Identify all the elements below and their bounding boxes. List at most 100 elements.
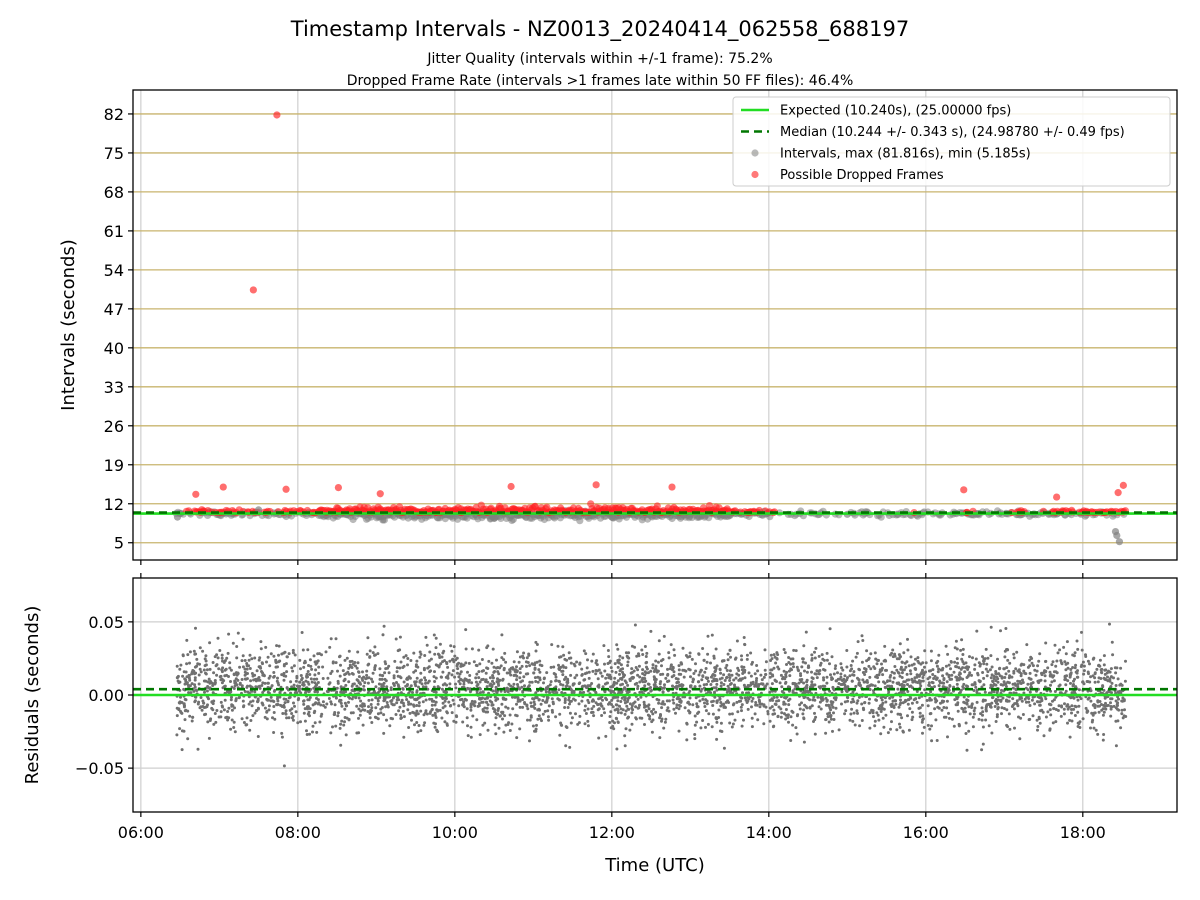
residual-point (704, 709, 708, 713)
residual-point (500, 633, 504, 637)
residual-point (1000, 675, 1004, 679)
residual-point (773, 678, 777, 682)
residual-point (1021, 713, 1025, 716)
residual-point (962, 682, 966, 686)
residual-point (580, 673, 584, 676)
residual-point (619, 711, 623, 715)
residual-point (331, 725, 334, 729)
residual-point (682, 668, 686, 672)
residual-point (923, 649, 927, 653)
residual-point (452, 702, 456, 706)
residual-point (994, 679, 998, 683)
residual-point (630, 671, 634, 674)
residual-point (610, 698, 614, 702)
residual-point (649, 669, 653, 673)
residual-point (845, 665, 849, 669)
residual-point (253, 711, 257, 715)
residual-point (718, 697, 722, 701)
residual-point (616, 720, 620, 724)
residual-point (302, 711, 306, 715)
residual-point (1073, 677, 1076, 681)
residual-point (785, 670, 789, 674)
residual-point (935, 664, 939, 668)
residual-point (220, 677, 224, 681)
residual-point (688, 696, 692, 700)
residual-point (220, 653, 224, 657)
residual-point (705, 682, 709, 686)
residual-point (917, 696, 921, 700)
residual-point (811, 698, 815, 702)
residual-point (368, 716, 372, 720)
residual-point (840, 666, 844, 670)
residual-point (895, 668, 899, 672)
residual-point (886, 679, 890, 683)
residual-point (384, 667, 388, 671)
residual-point (892, 676, 896, 680)
residual-point (309, 664, 313, 668)
residual-point (999, 683, 1003, 687)
residual-point (502, 658, 506, 662)
residual-point (1077, 688, 1081, 692)
residual-point (496, 666, 500, 669)
residual-point (1076, 647, 1080, 651)
residual-point (185, 638, 189, 642)
residual-point (182, 705, 186, 709)
residual-point (204, 659, 208, 663)
residual-point (539, 702, 543, 706)
residual-point (466, 734, 470, 738)
residual-point (616, 679, 620, 683)
residual-point (246, 690, 250, 694)
residual-point (886, 731, 890, 735)
residual-point (1098, 658, 1102, 662)
residual-point (586, 707, 590, 711)
residual-point (873, 724, 877, 728)
residual-point (190, 682, 194, 686)
residual-point (802, 708, 806, 712)
residual-point (526, 718, 529, 722)
residual-point (940, 699, 944, 703)
residual-point (452, 645, 456, 649)
residual-point (409, 659, 413, 662)
residual-point (970, 702, 974, 706)
residual-point (355, 666, 359, 670)
intervals-y-tick-label: 26 (104, 417, 124, 436)
residual-point (247, 702, 251, 706)
residual-point (182, 702, 186, 706)
residual-point (732, 678, 736, 682)
residual-point (934, 718, 938, 722)
residual-point (266, 690, 270, 694)
residual-point (469, 725, 473, 729)
residual-point (308, 658, 312, 662)
residual-point (497, 683, 501, 687)
residual-point (706, 679, 710, 683)
residual-point (824, 718, 828, 721)
residual-point (571, 683, 575, 687)
residual-point (935, 676, 939, 680)
residual-point (1048, 670, 1052, 674)
residual-point (691, 703, 695, 707)
residual-point (701, 674, 705, 678)
residual-point (725, 669, 729, 672)
residual-point (699, 668, 703, 672)
residual-point (316, 652, 320, 656)
residual-point (234, 671, 238, 675)
residual-point (871, 709, 875, 713)
residual-point (524, 660, 528, 664)
residual-point (988, 668, 992, 672)
residual-point (679, 699, 683, 703)
residual-point (955, 657, 959, 661)
legend-label-intervals: Intervals, max (81.816s), min (5.185s) (780, 147, 1031, 162)
residual-point (980, 748, 984, 752)
residual-point (742, 718, 745, 722)
residual-point (697, 710, 701, 714)
residual-point (844, 709, 848, 713)
residual-point (422, 668, 426, 672)
residual-point (406, 708, 410, 712)
residual-point (1060, 705, 1064, 709)
residual-point (686, 701, 690, 705)
residual-point (953, 660, 957, 664)
residual-point (640, 648, 644, 652)
residual-point (368, 711, 372, 715)
residual-point (252, 678, 256, 682)
residual-point (216, 656, 220, 660)
